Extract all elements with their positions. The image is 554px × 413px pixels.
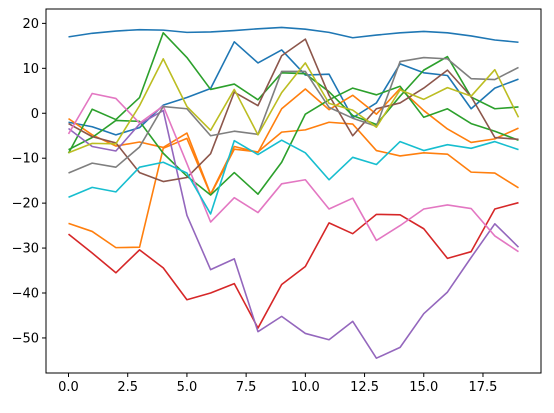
x-tick-label: 15.0 [409,380,438,395]
x-axis-ticks: 0.0 2.5 5.0 7.5 10.0 12.5 15.0 17.5 [58,373,497,395]
y-tick-label: −10 [12,152,39,167]
y-tick-label: −30 [12,242,39,257]
series-line-5 [68,85,519,196]
series-line-1 [68,26,519,44]
series-line-11 [68,56,519,174]
y-tick-label: 20 [22,17,39,32]
x-tick-label: 17.5 [468,380,497,395]
series-line-9 [68,38,519,183]
x-tick-label: 12.5 [350,380,379,395]
x-tick-label: 0.0 [58,380,79,395]
y-axis-ticks: 20 10 0 −10 −20 −30 −40 −50 [12,17,46,346]
x-tick-label: 2.5 [117,380,138,395]
series-line-7 [68,201,519,329]
series-line-4 [68,121,519,249]
series-line-8 [68,109,520,359]
x-tick-label: 5.0 [177,380,198,395]
series-line-3 [68,87,519,195]
y-tick-label: −20 [12,197,39,212]
y-tick-label: 0 [31,107,39,122]
series-line-6 [67,32,519,154]
series-line-12 [68,58,520,154]
y-tick-label: −40 [12,287,39,302]
y-tick-label: −50 [12,331,39,346]
series-line-13 [68,139,519,215]
y-tick-label: 10 [22,62,39,77]
series-layer [67,26,520,359]
x-tick-label: 10.0 [291,380,320,395]
x-tick-label: 7.5 [236,380,257,395]
axes-frame [45,8,542,374]
series-line-10 [67,92,519,253]
series-line-2 [68,40,519,136]
